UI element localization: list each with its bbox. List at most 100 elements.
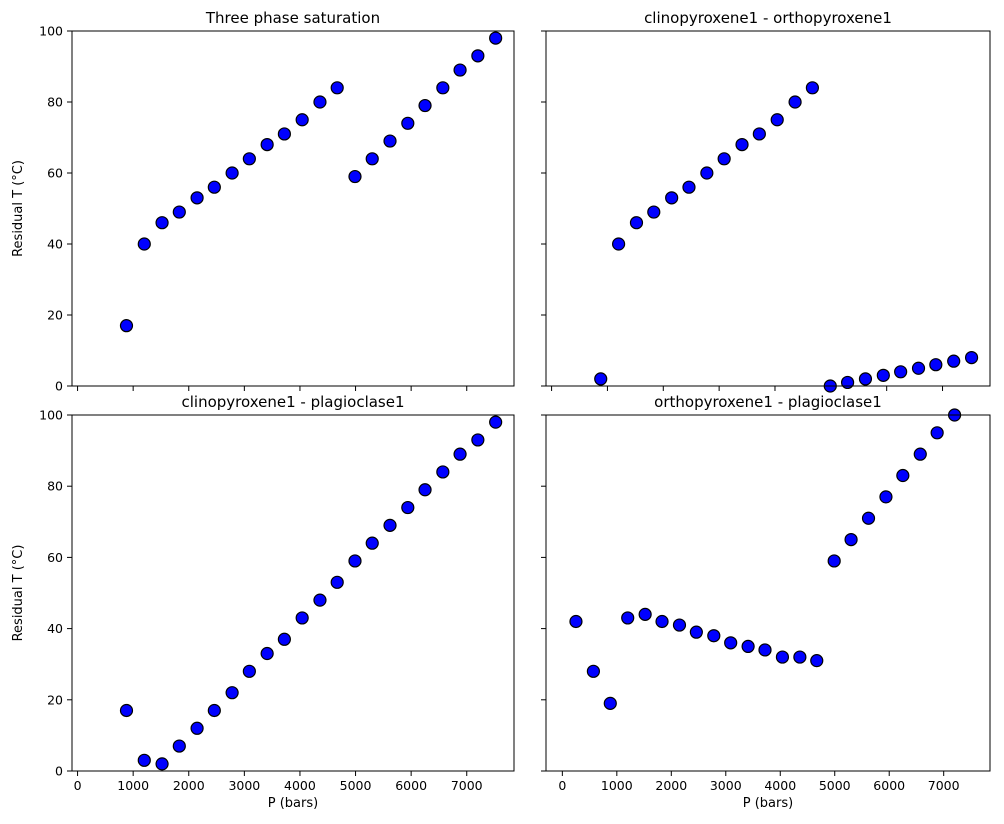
data-point <box>741 639 755 654</box>
data-point <box>930 426 944 440</box>
data-point <box>277 127 291 141</box>
data-point <box>844 532 858 547</box>
plot-frame <box>71 30 515 387</box>
data-point <box>911 361 926 375</box>
data-point <box>313 593 327 607</box>
data-point <box>365 152 379 166</box>
subplot-clinopyroxene1-orthopyroxene1: clinopyroxene1 - orthopyroxene1 <box>541 9 991 393</box>
data-point <box>707 629 721 643</box>
data-point <box>295 113 309 127</box>
data-point <box>879 490 893 504</box>
data-point <box>242 152 256 166</box>
x-tick-label: 7000 <box>451 778 483 793</box>
y-axis-label: Residual T (°C) <box>11 545 26 642</box>
data-point <box>418 483 432 497</box>
data-point <box>758 643 772 657</box>
data-point <box>896 468 910 483</box>
x-tick-label: 5000 <box>819 778 851 793</box>
axis-ticks <box>541 30 944 391</box>
x-tick-label: 3000 <box>228 778 260 793</box>
x-tick-label: 6000 <box>873 778 905 793</box>
data-points <box>119 415 503 771</box>
data-point <box>489 31 503 45</box>
data-point <box>612 237 626 251</box>
x-axis-label: P (bars) <box>268 796 318 811</box>
x-axis-label: P (bars) <box>743 796 793 811</box>
data-point <box>682 180 696 194</box>
data-point <box>603 696 617 710</box>
y-tick-label: 100 <box>39 24 63 39</box>
data-point <box>876 368 890 382</box>
data-point <box>629 216 644 230</box>
y-tick-label: 20 <box>47 308 63 323</box>
data-point <box>330 575 344 589</box>
y-tick-label: 0 <box>55 764 63 779</box>
subplot-title: clinopyroxene1 - plagioclase1 <box>181 393 404 411</box>
plot-frame <box>545 414 991 772</box>
data-point <box>964 351 979 365</box>
data-point <box>172 739 186 753</box>
data-point <box>827 554 841 568</box>
axis-ticks: 0 20 40 60 80 100 <box>39 24 468 394</box>
y-tick-label: 80 <box>47 479 63 494</box>
data-point <box>119 319 134 333</box>
x-tick-label: 6000 <box>395 778 427 793</box>
data-point <box>805 81 820 95</box>
x-tick-label: 5000 <box>340 778 372 793</box>
data-points <box>594 81 979 393</box>
data-point <box>770 113 784 127</box>
y-tick-label: 60 <box>47 550 63 565</box>
data-point <box>365 536 379 550</box>
data-point <box>655 614 669 629</box>
data-point <box>724 636 738 650</box>
data-point <box>207 180 221 194</box>
data-point <box>330 81 344 95</box>
data-point <box>689 625 703 639</box>
data-point <box>788 95 802 109</box>
y-tick-label: 40 <box>47 621 63 636</box>
y-tick-label: 80 <box>47 95 63 110</box>
data-point <box>119 703 134 718</box>
subplot-orthopyroxene1-plagioclase1: orthopyroxene1 - plagioclase1 P (bars) 0… <box>541 393 991 811</box>
data-point <box>348 554 362 568</box>
data-point <box>453 63 467 77</box>
data-point <box>418 98 432 113</box>
data-point <box>260 138 274 152</box>
x-tick-label: 4000 <box>764 778 796 793</box>
data-point <box>489 415 503 429</box>
data-point <box>453 447 467 461</box>
data-point <box>840 375 855 390</box>
x-tick-label: 3000 <box>710 778 742 793</box>
data-point <box>190 721 204 735</box>
x-tick-label: 4000 <box>284 778 316 793</box>
x-tick-label: 2000 <box>173 778 205 793</box>
subplot-three-phase-saturation: Three phase saturation Residual T (°C) 0… <box>11 9 515 394</box>
data-point <box>471 433 485 447</box>
y-tick-label: 0 <box>55 379 63 394</box>
data-point <box>383 518 397 532</box>
data-point <box>665 191 679 205</box>
x-tick-label: 0 <box>74 778 82 793</box>
data-point <box>586 664 600 678</box>
y-tick-label: 40 <box>47 237 63 252</box>
data-point <box>894 365 908 379</box>
subplot-title: orthopyroxene1 - plagioclase1 <box>654 393 882 411</box>
data-point <box>190 191 204 205</box>
axis-ticks: 0 1000 2000 3000 4000 5000 6000 7000 <box>541 414 960 793</box>
y-axis-label: Residual T (°C) <box>11 160 26 257</box>
y-tick-label: 20 <box>47 692 63 707</box>
data-point <box>861 511 876 525</box>
data-point <box>260 646 274 661</box>
data-point <box>225 686 239 700</box>
plot-frame <box>545 30 991 387</box>
data-point <box>858 372 873 386</box>
data-point <box>242 664 256 678</box>
data-point <box>383 134 397 148</box>
y-tick-label: 60 <box>47 166 63 181</box>
data-point <box>155 216 169 230</box>
subplot-title: Three phase saturation <box>205 9 380 27</box>
y-tick-label: 100 <box>39 408 63 423</box>
data-point <box>348 169 362 184</box>
data-point <box>207 703 221 718</box>
